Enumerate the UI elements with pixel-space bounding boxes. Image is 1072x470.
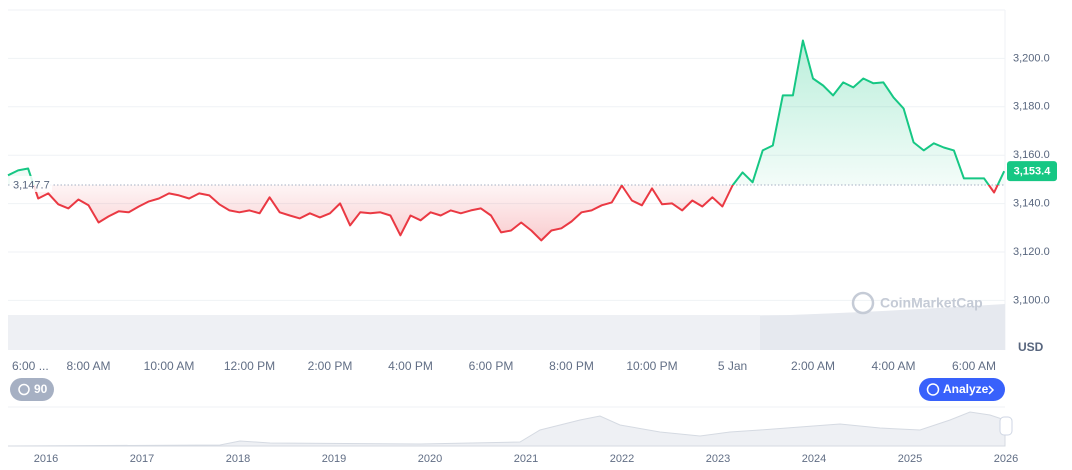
- navigator-area: [7, 411, 1006, 447]
- navigator-label: 2021: [514, 453, 538, 465]
- navigator-label: 2019: [322, 453, 346, 465]
- x-tick-label: 6:00 ...: [12, 359, 49, 373]
- currency-label: USD: [1018, 340, 1044, 354]
- navigator-label: 2017: [130, 453, 154, 465]
- x-tick-label: 4:00 AM: [871, 359, 915, 373]
- zoom-button[interactable]: [10, 378, 54, 401]
- watermark-logo: [851, 291, 875, 315]
- baseline-tag: [10, 175, 52, 192]
- analyze-chevron: [988, 385, 995, 395]
- x-tick-label: 4:00 PM: [388, 359, 433, 373]
- x-tick-label: 8:00 AM: [66, 359, 110, 373]
- navigator-labels: 2016 2017 2018 2019 2020 2021 2022 2023 2024 2025…: [34, 453, 1018, 465]
- y-tick-label: 3,120.0: [1013, 246, 1050, 258]
- x-tick-label: 8:00 PM: [549, 359, 594, 373]
- watermark-text: CoinMarketCap: [880, 295, 983, 311]
- x-tick-label: 5 Jan: [718, 359, 747, 373]
- navigator-label: 2018: [226, 453, 250, 465]
- navigator-label: 2020: [418, 453, 442, 465]
- x-tick-label: 12:00 PM: [224, 359, 275, 373]
- y-tick-label: 3,160.0: [1013, 149, 1050, 161]
- price-tag: [1007, 161, 1057, 182]
- navigator-label: 2026: [994, 453, 1018, 465]
- navigator-label: 2025: [898, 453, 922, 465]
- baseline-label: 3,147.7: [13, 179, 50, 191]
- zoom-label: 90: [34, 382, 48, 396]
- x-tick-label: 6:00 PM: [469, 359, 514, 373]
- price-area: [8, 40, 1005, 241]
- analyze-button[interactable]: [919, 378, 1005, 401]
- y-tick-label: 3,140.0: [1013, 198, 1050, 210]
- navigator-handle[interactable]: [999, 416, 1013, 436]
- watermark: CoinMarketCap: [851, 291, 983, 315]
- y-tick-label: 3,100.0: [1013, 294, 1050, 306]
- price-tag-label: 3,153.4: [1014, 166, 1052, 178]
- volume-band: [760, 304, 1005, 350]
- navigator-label: 2022: [610, 453, 634, 465]
- navigator-label: 2024: [802, 453, 826, 465]
- x-tick-label: 10:00 PM: [626, 359, 677, 373]
- y-tick-label: 3,200.0: [1013, 52, 1050, 64]
- x-tick-label: 6:00 AM: [952, 359, 996, 373]
- navigator-label: 2023: [706, 453, 730, 465]
- analyze-icon: [926, 383, 940, 396]
- x-tick-label: 2:00 PM: [308, 359, 353, 373]
- y-tick-label: 3,180.0: [1013, 101, 1050, 113]
- navigator-label: 2016: [34, 453, 58, 465]
- price-line: [7, 39, 1006, 242]
- x-tick-label: 2:00 AM: [791, 359, 835, 373]
- x-tick-label: 10:00 AM: [144, 359, 195, 373]
- zoom-icon: [18, 383, 30, 396]
- analyze-label: Analyze: [943, 382, 989, 396]
